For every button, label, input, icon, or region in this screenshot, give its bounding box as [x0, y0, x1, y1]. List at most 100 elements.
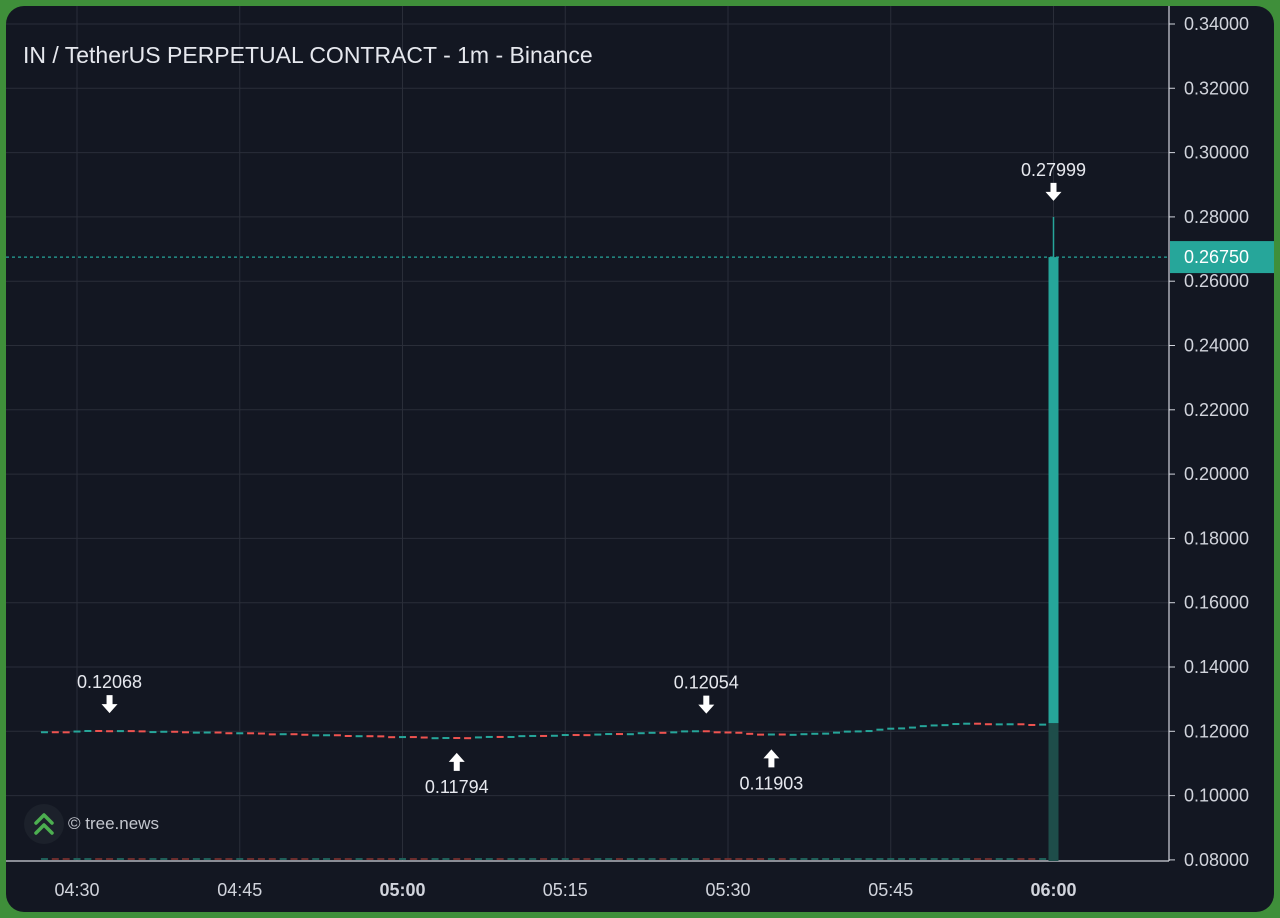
candle[interactable]: [594, 733, 602, 736]
high-price-label: 0.12068: [77, 672, 142, 692]
candle[interactable]: [583, 734, 591, 737]
candle[interactable]: [626, 733, 634, 736]
candle[interactable]: [995, 723, 1003, 726]
candle[interactable]: [344, 735, 352, 738]
volume-bar: [713, 858, 721, 860]
candle[interactable]: [62, 731, 70, 734]
candle[interactable]: [268, 733, 276, 736]
candle[interactable]: [691, 730, 699, 733]
candle[interactable]: [757, 733, 765, 736]
candle[interactable]: [171, 730, 179, 733]
candle[interactable]: [887, 727, 895, 730]
candle[interactable]: [974, 722, 982, 725]
candle[interactable]: [160, 730, 168, 733]
candle[interactable]: [670, 731, 678, 734]
candle[interactable]: [518, 735, 526, 738]
candle[interactable]: [833, 731, 840, 734]
candle[interactable]: [843, 730, 851, 733]
candle[interactable]: [854, 730, 862, 733]
candle[interactable]: [941, 724, 949, 727]
candle[interactable]: [1006, 723, 1014, 726]
candle[interactable]: [399, 736, 406, 739]
candle[interactable]: [431, 737, 439, 740]
candle[interactable]: [963, 722, 971, 725]
candle[interactable]: [735, 731, 743, 734]
candle[interactable]: [106, 730, 114, 733]
candle[interactable]: [616, 733, 623, 736]
high-price-label: 0.27999: [1021, 160, 1086, 180]
candle[interactable]: [919, 725, 927, 728]
candle[interactable]: [84, 729, 92, 732]
candle[interactable]: [312, 734, 320, 737]
candle[interactable]: [51, 731, 59, 734]
candle[interactable]: [550, 734, 558, 737]
candle[interactable]: [355, 735, 363, 738]
candle[interactable]: [464, 737, 472, 740]
candle[interactable]: [290, 733, 298, 736]
candle[interactable]: [409, 736, 417, 739]
candle[interactable]: [984, 723, 992, 726]
candle[interactable]: [485, 735, 493, 738]
candle[interactable]: [529, 734, 537, 737]
candle[interactable]: [73, 730, 81, 733]
candle[interactable]: [420, 736, 428, 739]
candle[interactable]: [366, 735, 374, 738]
candle[interactable]: [138, 730, 146, 733]
candle[interactable]: [659, 731, 667, 734]
candle[interactable]: [811, 732, 819, 735]
price-chart[interactable]: 0.34000 0.32000 0.30000 0.28000 0.26000 0.240…: [6, 6, 1274, 912]
candle[interactable]: [605, 733, 613, 736]
candle[interactable]: [540, 734, 548, 737]
candle[interactable]: [822, 732, 830, 735]
candle[interactable]: [952, 723, 960, 726]
candle[interactable]: [474, 736, 482, 739]
candle[interactable]: [388, 736, 396, 739]
candle[interactable]: [236, 732, 244, 735]
candle[interactable]: [648, 731, 656, 734]
candle[interactable]: [572, 734, 580, 737]
candle[interactable]: [442, 737, 450, 740]
candle[interactable]: [247, 732, 255, 735]
candle[interactable]: [214, 731, 222, 734]
candle[interactable]: [333, 734, 341, 737]
candle[interactable]: [1017, 723, 1025, 726]
candle[interactable]: [507, 735, 515, 738]
candle[interactable]: [225, 732, 233, 735]
candle[interactable]: [453, 737, 461, 740]
candle[interactable]: [496, 735, 504, 738]
candle[interactable]: [40, 731, 48, 734]
candle[interactable]: [1028, 723, 1036, 726]
candle[interactable]: [702, 730, 710, 733]
candle[interactable]: [377, 735, 385, 738]
candle[interactable]: [876, 728, 884, 731]
candle[interactable]: [908, 726, 916, 729]
candle[interactable]: [203, 731, 211, 734]
candle[interactable]: [713, 731, 721, 734]
candle[interactable]: [192, 731, 200, 734]
candle[interactable]: [789, 733, 797, 736]
spike-candle-body[interactable]: [1048, 257, 1059, 724]
candle[interactable]: [323, 734, 331, 737]
candle[interactable]: [767, 733, 775, 736]
candle[interactable]: [865, 730, 873, 733]
candle[interactable]: [778, 733, 786, 736]
candle[interactable]: [930, 724, 938, 727]
candle[interactable]: [637, 732, 645, 735]
candle[interactable]: [898, 727, 906, 730]
candle[interactable]: [681, 730, 689, 733]
candle[interactable]: [279, 733, 287, 736]
candle[interactable]: [95, 729, 103, 732]
candle[interactable]: [724, 731, 732, 734]
candle[interactable]: [149, 731, 157, 734]
candle[interactable]: [127, 730, 135, 733]
candle[interactable]: [800, 733, 808, 736]
candle[interactable]: [301, 733, 309, 736]
candle[interactable]: [182, 731, 189, 734]
candle[interactable]: [257, 732, 265, 735]
volume-bar: [822, 858, 830, 860]
volume-bar: [637, 858, 645, 860]
candle[interactable]: [561, 734, 569, 737]
candle[interactable]: [1039, 723, 1047, 726]
candle[interactable]: [116, 730, 124, 733]
candle[interactable]: [746, 732, 754, 735]
